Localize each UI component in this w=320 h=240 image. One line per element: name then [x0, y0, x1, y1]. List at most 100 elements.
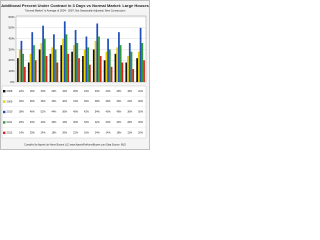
table-cell: 36% — [41, 100, 47, 103]
y-tick-label: 30% — [8, 47, 14, 51]
bar — [51, 47, 54, 82]
bar — [31, 32, 34, 82]
bar — [49, 53, 52, 82]
bar — [99, 56, 102, 82]
table-cell: 40% — [41, 121, 47, 124]
table-cell: 22% — [138, 90, 144, 93]
table-cell: 22% — [19, 90, 25, 93]
table-cell: 36% — [138, 121, 144, 124]
bar — [108, 49, 111, 82]
table-cell: 30% — [95, 90, 101, 93]
table-cell: 28% — [138, 100, 144, 103]
table-cell: 34% — [117, 121, 123, 124]
legend-label: 2011 — [7, 120, 13, 124]
bar — [130, 51, 133, 82]
bar — [139, 27, 142, 82]
bar — [78, 58, 80, 82]
table-cell: 46% — [117, 111, 123, 114]
bar — [96, 23, 99, 82]
bar — [119, 45, 122, 82]
bar — [27, 62, 30, 82]
bar — [137, 51, 140, 82]
chart-subtitle: "Normal Market" is Average of 2004 - 200… — [25, 9, 126, 13]
table-cell: 24% — [95, 131, 101, 134]
legend-swatch — [3, 100, 6, 103]
legend-label: 2012 — [7, 130, 13, 134]
table-cell: 18% — [117, 131, 123, 134]
bar — [107, 38, 109, 82]
bar — [110, 66, 113, 82]
table-cell: 24% — [127, 100, 133, 103]
legend-swatch — [3, 121, 6, 124]
legend-label: 2009 — [7, 99, 13, 103]
bar — [42, 25, 44, 83]
bar — [103, 60, 106, 82]
bar — [141, 43, 144, 82]
table-cell: 24% — [41, 131, 47, 134]
table-cell: 22% — [73, 131, 79, 134]
table-cell: 30% — [106, 121, 112, 124]
table-cell: 28% — [127, 121, 133, 124]
bar — [114, 53, 117, 82]
table-cell: 26% — [117, 90, 123, 93]
y-tick-label: 0% — [10, 80, 15, 84]
y-tick-label: 10% — [8, 69, 14, 73]
bar — [132, 69, 135, 82]
table-cell: 20% — [138, 131, 144, 134]
bar — [33, 45, 35, 82]
table-cell: 38% — [19, 111, 25, 114]
table-cell: 26% — [52, 90, 58, 93]
table-cell: 44% — [62, 121, 68, 124]
table-cell: 26% — [30, 100, 36, 103]
bar — [82, 56, 84, 82]
table-cell: 18% — [52, 131, 58, 134]
table-cell: 30% — [84, 100, 90, 103]
page: {"chart_data": { "type": "bar", "title":… — [0, 0, 150, 150]
bar — [60, 45, 63, 82]
bar — [40, 43, 43, 82]
bar — [56, 62, 59, 82]
bar — [136, 58, 138, 82]
y-tick-label: 60% — [8, 15, 14, 19]
table-cell: 36% — [73, 121, 79, 124]
table-cell: 56% — [62, 111, 68, 114]
bar — [62, 38, 64, 82]
table-cell: 28% — [106, 100, 112, 103]
table-cell: 24% — [84, 90, 90, 93]
bar — [72, 45, 75, 82]
y-tick-label: 40% — [8, 36, 14, 40]
table-cell: 40% — [106, 111, 112, 114]
y-tick-label: 20% — [8, 58, 14, 62]
table-cell: 12% — [127, 131, 133, 134]
legend-swatch — [3, 110, 6, 114]
bar — [94, 40, 97, 82]
bar — [29, 53, 32, 82]
data-table — [1, 85, 147, 139]
table-cell: 18% — [127, 90, 133, 93]
table-cell: 16% — [84, 131, 90, 134]
table-cell: 48% — [73, 111, 79, 114]
bar — [85, 36, 88, 82]
legend-swatch — [3, 90, 6, 93]
table-cell: 54% — [95, 111, 101, 114]
table-cell: 42% — [84, 111, 90, 114]
bar — [38, 49, 41, 82]
bar — [71, 51, 73, 82]
table-cell: 38% — [95, 100, 101, 103]
bar — [43, 38, 46, 82]
table-cell: 40% — [62, 100, 68, 103]
chart-title: Additional Percent Under Contract in 3 D… — [1, 3, 149, 8]
table-cell: 42% — [95, 121, 101, 124]
table-cell: 26% — [19, 121, 25, 124]
bar — [98, 36, 100, 82]
bar — [128, 43, 131, 82]
bar — [116, 47, 119, 82]
legend-label: 2008 — [7, 89, 13, 93]
bar — [83, 49, 86, 82]
bar — [143, 60, 145, 82]
bar — [20, 40, 23, 82]
table-cell: 34% — [62, 90, 68, 93]
bar — [87, 47, 90, 82]
table-cell: 32% — [117, 100, 123, 103]
table-cell: 34% — [73, 100, 79, 103]
